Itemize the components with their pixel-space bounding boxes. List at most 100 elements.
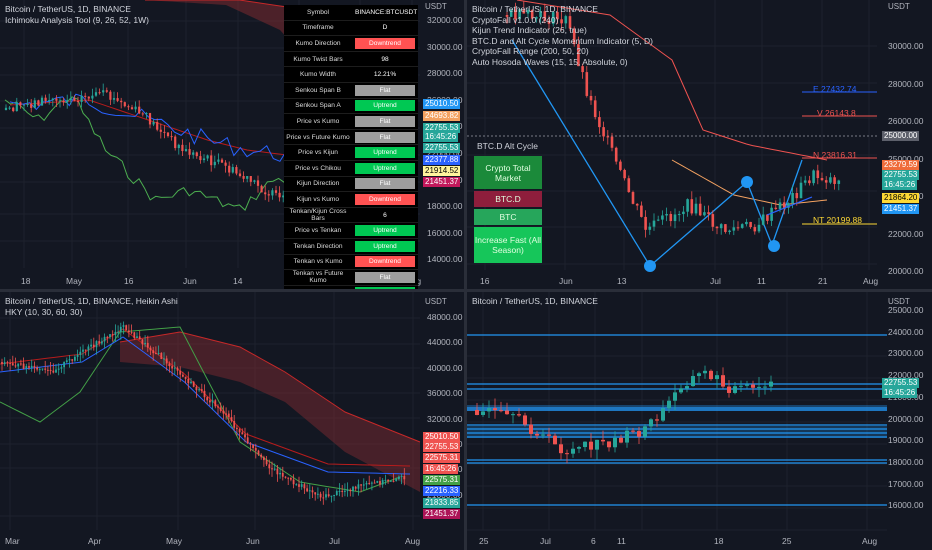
candle-body [290, 477, 292, 480]
candle-body [199, 156, 202, 161]
candle-body [114, 331, 117, 336]
candle-body [346, 489, 349, 491]
candle-body [40, 97, 44, 106]
candle-body [774, 207, 778, 209]
candle-body [530, 10, 534, 19]
candle-body [210, 155, 213, 166]
pane-divider-vertical[interactable] [464, 0, 467, 550]
candle-body [614, 147, 618, 162]
chart-pane-heikin-ashi[interactable]: Bitcoin / TetherUS, 1D, BINANCE, Heikin … [0, 292, 464, 550]
candle-body [8, 107, 11, 109]
table-row: Tenkan vs Kumo Downtrend [284, 254, 418, 271]
candle-body [511, 414, 515, 416]
candle-body [33, 365, 36, 368]
candle-body [327, 494, 330, 497]
candle-body [146, 342, 149, 348]
candle-body [568, 16, 572, 29]
candle-body [572, 28, 576, 45]
time-axis-tick: 16 [124, 276, 134, 286]
candle-body [306, 488, 308, 492]
candle-body [176, 367, 179, 371]
candle-body [715, 226, 719, 229]
candle-body [303, 484, 306, 489]
candle-body [263, 457, 265, 461]
candle-body [655, 419, 659, 421]
candle-body [475, 410, 479, 415]
price-axis-tick: 24000.00 [888, 326, 924, 337]
candle-body [602, 127, 605, 137]
candle-body [15, 102, 18, 112]
candle-body [202, 158, 206, 161]
candle-body [539, 11, 542, 18]
chart-pane-cryptofall[interactable]: Bitcoin / TetherUS, 1D, BINANCE CryptoFa… [467, 0, 932, 289]
candle-body [41, 368, 44, 370]
price-tag: 21451.37 [423, 177, 461, 187]
candle-body [182, 374, 184, 377]
candle-body [66, 100, 69, 103]
heikin-ashi-plot[interactable] [0, 292, 464, 550]
candle-body [837, 180, 841, 184]
candle-body [195, 386, 198, 391]
candle-body [241, 432, 244, 435]
candle-body [219, 407, 222, 411]
price-axis-tick: 26000.00 [888, 116, 924, 126]
candle-body [26, 104, 29, 106]
candle-body [134, 106, 137, 110]
candle-body [252, 444, 254, 448]
table-row-value: Uptrend [355, 287, 415, 289]
candle-body [274, 190, 278, 193]
cryptofall-plot[interactable] [467, 0, 932, 289]
candle-body [673, 214, 677, 222]
table-row-value: Flat [355, 271, 415, 283]
table-header-value: BINANCE:BTCUSDT [355, 8, 418, 16]
chart-pane-ichimoku[interactable]: Bitcoin / TetherUS, 1D, BINANCE Ichimoku… [0, 0, 464, 289]
candle-body [79, 351, 82, 355]
candle-body [30, 365, 33, 368]
chart-pane-levels[interactable]: Bitcoin / TetherUS, 1D, BINANCE USDT 250… [467, 292, 932, 550]
candle-body [795, 193, 799, 199]
candle-body [141, 113, 144, 115]
price-axis-tick: 25000.00 [888, 305, 924, 315]
candle-body [669, 213, 673, 222]
candle-body [644, 216, 647, 230]
candle-body [141, 339, 144, 345]
candle-body [673, 392, 677, 401]
candle-body [518, 9, 521, 20]
candle-body [601, 439, 605, 442]
candle-body [211, 400, 214, 403]
table-row: Price vs Future Kumo Flat [284, 129, 418, 146]
levels-plot[interactable] [467, 292, 932, 550]
pane-divider-horizontal[interactable] [0, 289, 932, 292]
price-axis-tick: 20000.00 [888, 413, 924, 424]
time-axis-tick: Aug [862, 536, 878, 546]
table-row-value: Uptrend [355, 162, 415, 174]
time-axis-tick: 6 [591, 536, 596, 546]
table-header-key: Symbol [307, 8, 329, 16]
candle-body [565, 453, 569, 455]
level-v-label: V 26143.8 [817, 108, 856, 118]
candle-body [625, 430, 629, 443]
table-row: Senkou Span B Flat [284, 82, 418, 99]
price-axis-tick: 14000.00 [427, 254, 463, 265]
candle-body [98, 92, 101, 94]
candle-body [354, 486, 357, 489]
table-row: Tenkan Direction Uptrend [284, 238, 418, 255]
candle-body [661, 408, 665, 421]
candle-body [690, 199, 694, 214]
candle-body [522, 9, 526, 14]
candle-body [28, 366, 30, 368]
time-axis-tick: 18 [714, 536, 724, 546]
price-tag: 23279.59 [882, 160, 920, 170]
candle-body [757, 224, 761, 232]
candle-body [682, 211, 685, 215]
candle-body [481, 411, 485, 415]
candle-body [778, 202, 782, 209]
candle-body [791, 193, 794, 204]
candle-body [711, 214, 715, 227]
candle-body [271, 190, 274, 196]
table-row: Tenkan vs Future Kumo Flat [284, 270, 418, 286]
candle-body [22, 363, 25, 369]
candle-body [190, 381, 192, 384]
candle-body [398, 476, 400, 480]
candle-body [493, 408, 497, 411]
